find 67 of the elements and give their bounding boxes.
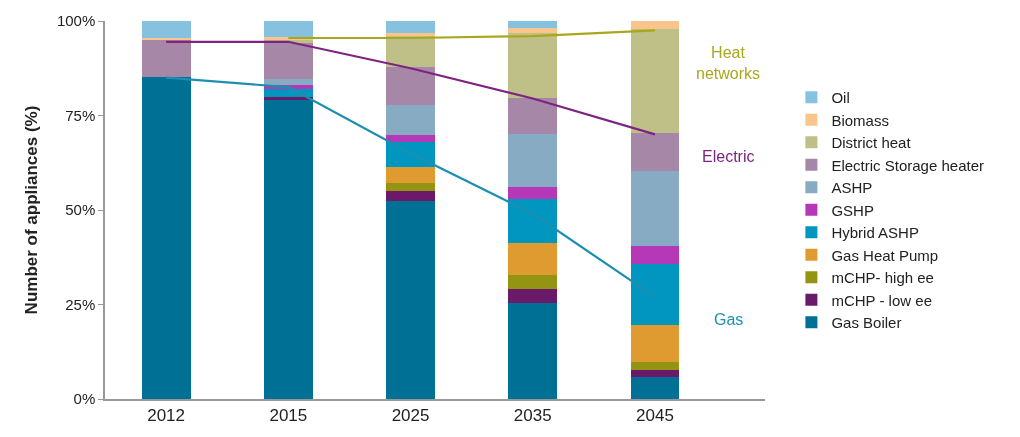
bar: [141, 39, 191, 78]
bar: [508, 243, 558, 276]
bar: [508, 289, 558, 303]
bar: [508, 97, 558, 135]
y-tick-label: 75%: [65, 106, 96, 124]
bar: [508, 302, 558, 399]
bar: [386, 191, 435, 202]
x-tick-label: 2045: [636, 406, 674, 426]
line-series: [165, 76, 657, 299]
bar: [508, 186, 558, 199]
bar: [263, 21, 313, 38]
bar: [386, 167, 435, 184]
bar: [630, 133, 680, 171]
bar: [263, 97, 313, 101]
bar: [630, 170, 680, 246]
bar: [508, 32, 558, 98]
bar: [141, 77, 191, 399]
bar: [630, 29, 680, 134]
bar: [630, 325, 680, 362]
text: Heat networks: [696, 44, 761, 82]
y-tick-label: 100%: [56, 12, 96, 30]
legend-label: GSHP: [831, 201, 874, 219]
text: Gas: [714, 311, 744, 328]
bar: [508, 275, 558, 290]
y-tick-label: 0%: [73, 390, 96, 408]
y-tick-label: 50%: [65, 201, 96, 219]
legend-label: mCHP- high ee: [831, 269, 934, 287]
bar: [386, 105, 435, 135]
bar: [508, 28, 558, 33]
bar: [141, 21, 191, 39]
x-tick-label: 2035: [513, 406, 552, 426]
bar: [508, 134, 558, 187]
legend-label: Biomass: [831, 111, 889, 129]
bar: [263, 42, 313, 80]
y-axis-title: Number of appliances (%): [21, 105, 41, 315]
bar: [386, 33, 435, 37]
bar: [386, 141, 435, 168]
line-series: [165, 40, 657, 136]
legend-label: Gas Heat Pump: [831, 246, 939, 264]
bar: [263, 100, 313, 399]
bar: [386, 201, 435, 399]
bar: [630, 370, 680, 377]
legend-label: mCHP - low ee: [831, 291, 932, 309]
bar: [630, 245, 680, 264]
bar: [386, 67, 435, 106]
x-tick-label: 2012: [147, 406, 186, 426]
legend-label: Electric Storage heater: [831, 156, 984, 174]
x-tick-label: 2025: [391, 406, 430, 426]
bar: [630, 21, 680, 30]
legend-label: ASHP: [831, 179, 873, 197]
legend-label: Hybrid ASHP: [831, 224, 919, 242]
text: Electric: [702, 148, 755, 165]
bar: [386, 21, 435, 34]
bar: [630, 361, 680, 371]
x-tick-label: 2015: [269, 406, 308, 426]
bar: [386, 36, 435, 68]
legend-label: District heat: [831, 134, 912, 152]
bar: [630, 376, 680, 399]
bar: [263, 79, 313, 86]
y-tick-label: 25%: [65, 295, 96, 313]
bar: [508, 21, 558, 29]
bar: [386, 134, 435, 142]
bar: [508, 198, 558, 244]
bar: [630, 263, 680, 326]
bar: [386, 183, 435, 192]
legend-label: Gas Boiler: [831, 314, 902, 332]
legend-label: Oil: [831, 89, 850, 107]
